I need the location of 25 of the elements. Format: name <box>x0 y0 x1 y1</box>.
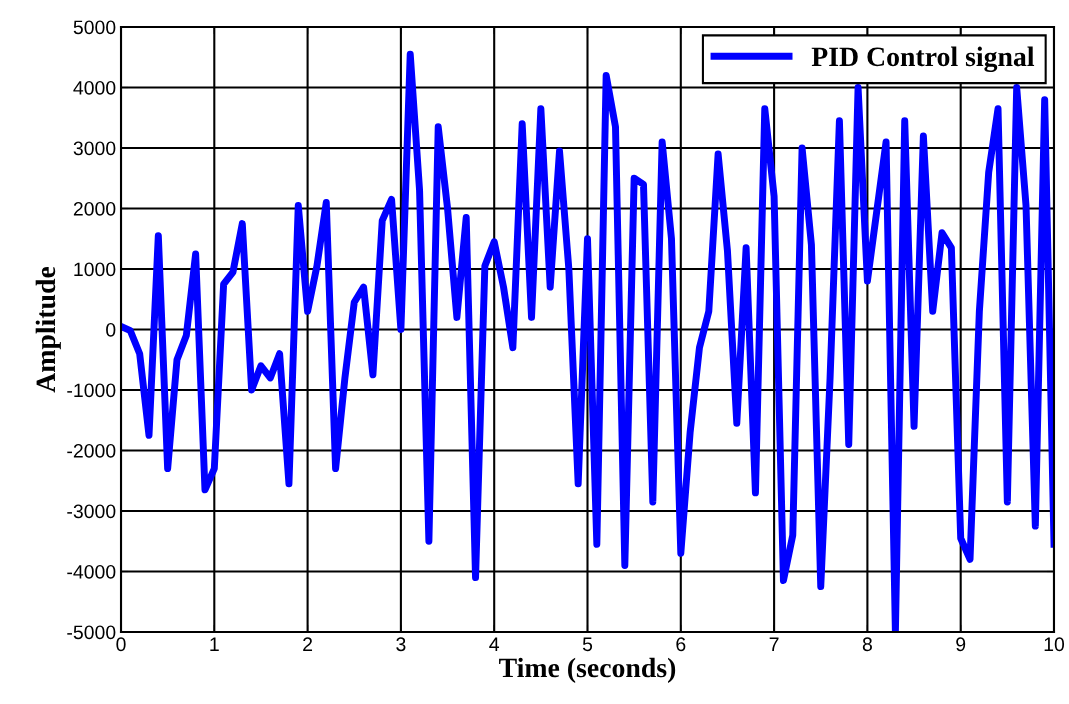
y-tick-label: 1000 <box>74 262 116 277</box>
x-tick-label: 10 <box>1044 637 1065 652</box>
legend-label: PID Control signal <box>811 46 1035 73</box>
x-tick-label: 7 <box>769 637 779 651</box>
x-tick-label: 3 <box>396 637 406 652</box>
x-tick-label: 8 <box>862 637 872 652</box>
x-tick-label: 9 <box>956 637 966 652</box>
y-tick-label: -5000 <box>67 625 116 640</box>
y-tick-label: -4000 <box>67 564 116 579</box>
y-tick-label: 4000 <box>73 80 116 95</box>
x-tick-label: 2 <box>303 637 313 651</box>
x-axis-title: Time (seconds) <box>499 657 676 683</box>
x-tick-label: 5 <box>582 637 593 652</box>
y-tick-label: -1000 <box>67 383 116 398</box>
y-axis-title: Amplitude <box>35 266 61 393</box>
y-tick-label: -2000 <box>67 443 116 458</box>
x-tick-label: 1 <box>210 637 219 651</box>
y-tick-label: 3000 <box>73 141 116 156</box>
x-tick-label: 6 <box>676 637 686 652</box>
y-tick-label: 2000 <box>73 201 116 216</box>
x-tick-label: 0 <box>116 637 126 652</box>
y-tick-label: 0 <box>106 322 116 337</box>
y-tick-label: 5000 <box>73 20 116 35</box>
y-tick-label: -3000 <box>67 504 116 519</box>
x-tick-label: 4 <box>489 637 500 651</box>
